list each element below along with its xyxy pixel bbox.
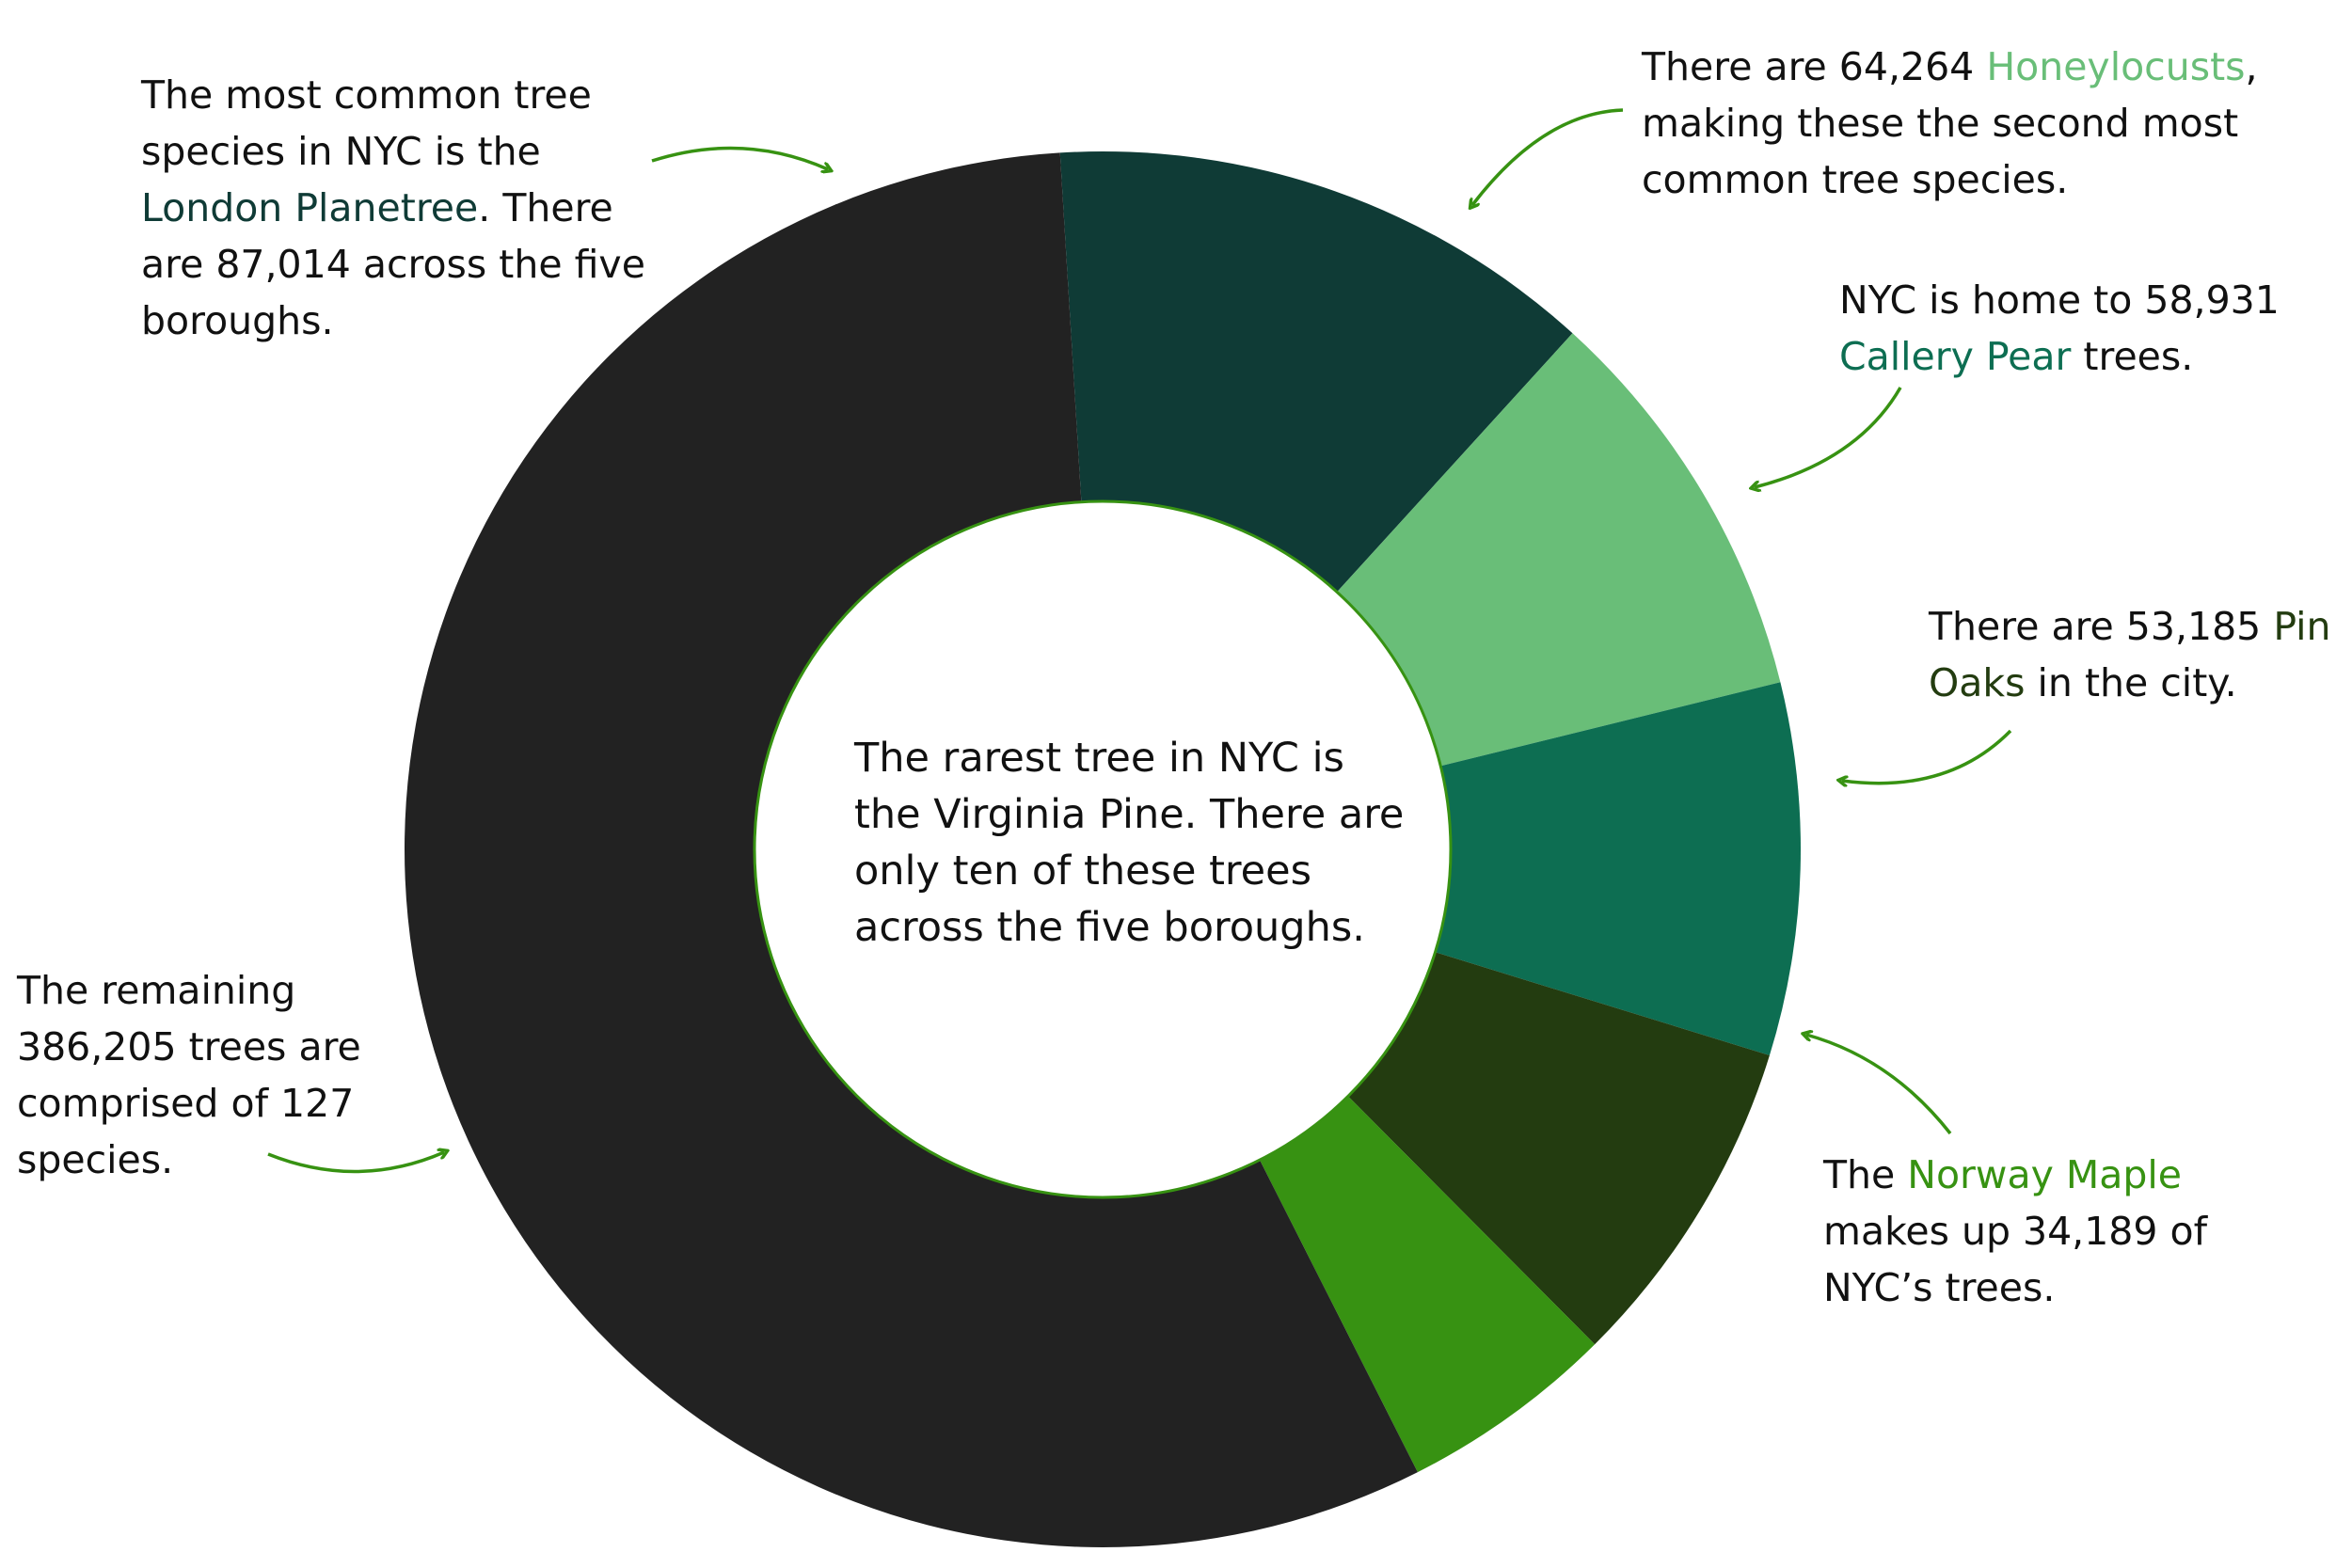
annotation-callery-pear: NYC is home to 58,931 Callery Pear trees…	[1839, 272, 2347, 385]
annotation-honeylocust-post: , making these the second most common tr…	[1642, 44, 2258, 202]
annotation-maple-name: Norway Maple	[1907, 1152, 2183, 1197]
donut-center-hole	[753, 499, 1453, 1199]
annotation-oak-name: Pin Oaks	[1929, 604, 2331, 705]
annotation-planetree-name: London Planetree	[141, 185, 479, 230]
annotation-honeylocust-pre: There are 64,264	[1642, 44, 1987, 89]
center-annotation: The rarest tree in NYC is the Virginia P…	[854, 735, 1405, 951]
annotation-maple-post: makes up 34,189 of NYC’s trees.	[1823, 1209, 2208, 1310]
annotation-planetree: The most common tree species in NYC is t…	[141, 67, 668, 349]
arrow-oak	[1842, 729, 2012, 784]
arrow-honeylocust	[1472, 108, 1624, 205]
annotation-honeylocust-name: Honeylocusts	[1986, 44, 2246, 89]
annotation-pear-post: trees.	[2071, 334, 2194, 379]
annotation-pear-name: Callery Pear	[1839, 334, 2072, 379]
annotation-pin-oak: There are 53,185 Pin Oaks in the city.	[1929, 598, 2343, 711]
arrow-remaining	[267, 1152, 444, 1174]
annotation-oak-pre: There are 53,185	[1929, 604, 2274, 649]
arrow-maple	[1806, 1035, 1952, 1135]
slice-callery-pear	[1103, 682, 1802, 1056]
annotation-pear-pre: NYC is home to 58,931	[1839, 277, 2280, 323]
arrow-planetree	[651, 146, 828, 169]
annotation-honeylocust: There are 64,264 Honeylocusts, making th…	[1642, 39, 2319, 208]
annotation-arrows	[267, 108, 2012, 1174]
annotation-planetree-pre: The most common tree species in NYC is t…	[141, 72, 592, 174]
annotation-remaining: The remaining 386,205 trees are comprise…	[17, 968, 361, 1182]
annotation-maple-pre: The	[1823, 1152, 1908, 1197]
annotation-planetree-post: . There are 87,014 across the five borou…	[141, 185, 645, 343]
arrow-pear	[1755, 387, 1902, 487]
annotation-norway-maple: The Norway Maple makes up 34,189 of NYC’…	[1823, 1147, 2294, 1316]
annotation-oak-post: in the city.	[2025, 660, 2237, 705]
